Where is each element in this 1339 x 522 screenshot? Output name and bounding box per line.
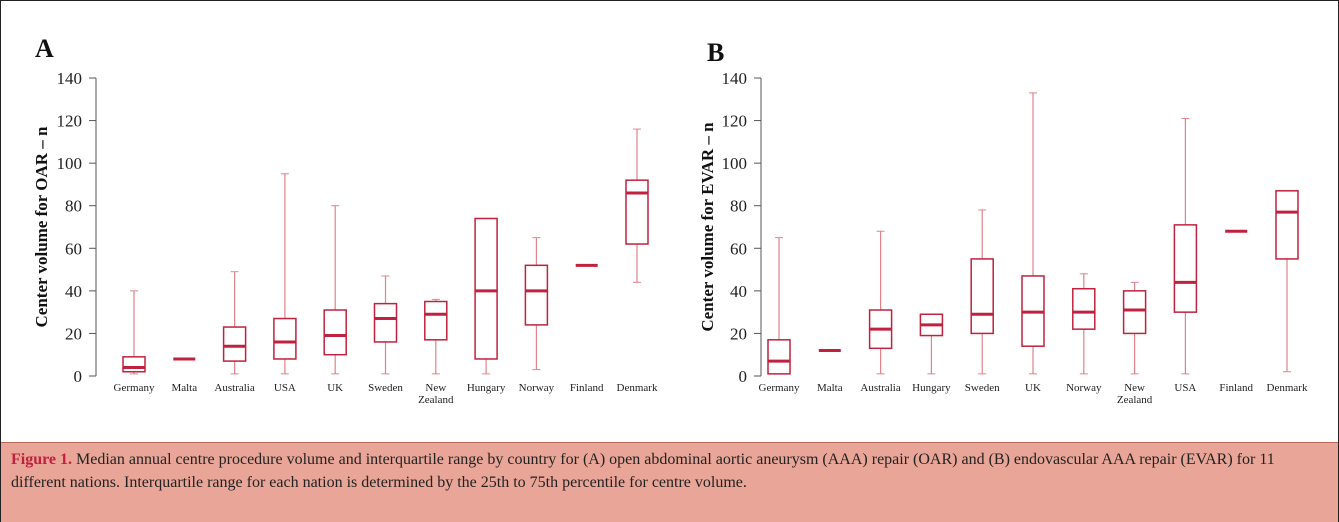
y-tick-label: 120 <box>57 112 83 131</box>
y-tick-label: 20 <box>65 324 82 343</box>
y-tick-label: 80 <box>65 197 82 216</box>
x-tick-label: Norway <box>1066 382 1102 394</box>
box <box>273 317 297 360</box>
box <box>474 217 498 360</box>
y-axis-label: Center volume for OAR – n <box>32 126 51 328</box>
y-tick-label: 140 <box>722 69 748 88</box>
box <box>1275 190 1299 260</box>
x-tick-label: UK <box>327 382 344 394</box>
x-tick-label: USA <box>273 382 296 394</box>
caption-label: Figure 1. <box>11 451 73 468</box>
x-tick-label: Australia <box>214 382 255 394</box>
x-tick-label: Denmark <box>1266 382 1308 394</box>
x-tick-label: Norway <box>518 382 555 394</box>
panel-label: B <box>707 38 724 67</box>
box <box>222 326 247 362</box>
y-tick-label: 140 <box>57 69 83 88</box>
y-tick-label: 100 <box>57 154 83 173</box>
x-tick-label: Hungary <box>466 382 506 394</box>
charts: A Center volume for OAR – n 0 20 40 60 80 100 12… <box>32 34 1299 386</box>
box <box>1173 224 1198 313</box>
x-tick-label: Germany <box>758 382 800 394</box>
x-tick-label: USA <box>1174 382 1197 394</box>
x-tick-label: Finland <box>569 382 604 394</box>
box <box>625 179 649 245</box>
y-tick-label: 20 <box>730 324 747 343</box>
x-tick-label: New Zealand <box>418 382 454 406</box>
y-axis-label: Center volume for EVAR – n <box>698 122 717 332</box>
panel-label: A <box>35 34 54 63</box>
caption: Figure 1. Median annual centre procedure… <box>1 442 1338 522</box>
y-tick-label: 60 <box>65 239 82 258</box>
y-tick-label: 40 <box>65 282 82 301</box>
x-tick-label: Hungary <box>912 382 951 394</box>
x-tick-label: New Zealand <box>1116 382 1153 406</box>
y-tick-label: 0 <box>739 367 748 386</box>
caption-text: Median annual centre procedure volume an… <box>11 451 1275 491</box>
x-tick-label: Malta <box>816 382 843 394</box>
y-tick-label: 80 <box>730 197 747 216</box>
x-tick-label: Malta <box>171 382 198 394</box>
x-tick-label: Sweden <box>368 382 403 394</box>
x-tick-label: Denmark <box>616 382 658 394</box>
y-tick-label: 100 <box>722 154 748 173</box>
box <box>1122 290 1147 335</box>
box <box>524 264 549 326</box>
x-tick-label: Sweden <box>964 382 1000 394</box>
x-tick-label: UK <box>1025 382 1041 394</box>
box <box>323 309 347 356</box>
box <box>970 258 994 335</box>
box <box>424 300 448 341</box>
x-tick-label: Australia <box>860 382 901 394</box>
box <box>1072 287 1096 330</box>
box <box>767 339 791 375</box>
y-tick-label: 120 <box>722 112 748 131</box>
y-tick-label: 40 <box>730 282 747 301</box>
box <box>373 302 398 343</box>
x-tick-label: Finland <box>1219 382 1253 394</box>
x-tick-label: Germany <box>113 382 155 394</box>
box <box>122 356 146 373</box>
y-tick-label: 60 <box>730 239 747 258</box>
y-tick-label: 0 <box>74 367 83 386</box>
